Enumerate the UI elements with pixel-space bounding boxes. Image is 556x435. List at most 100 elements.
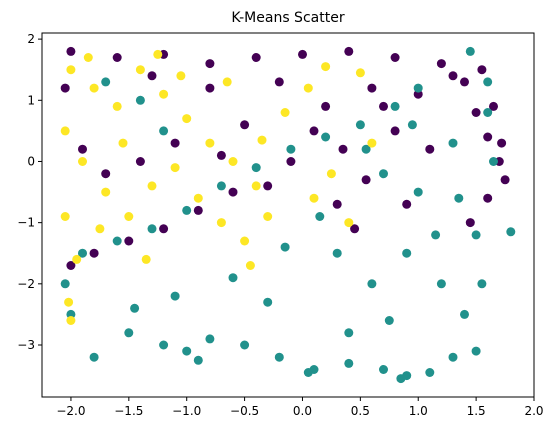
data-point-cluster-0-9 <box>460 77 469 87</box>
data-point-cluster-0-8 <box>436 59 446 69</box>
data-point-cluster-1-49 <box>303 368 313 377</box>
data-point-cluster-1-54 <box>315 212 325 221</box>
chart-title: K-Means Scatter <box>231 10 344 26</box>
data-point-cluster-0-28 <box>78 144 87 154</box>
data-point-cluster-0-42 <box>240 120 250 130</box>
data-point-cluster-0-22 <box>228 187 238 197</box>
data-point-cluster-1-57 <box>407 120 417 130</box>
data-point-cluster-2-14 <box>147 181 157 191</box>
data-point-cluster-0-34 <box>338 144 348 154</box>
data-point-cluster-1-38 <box>436 279 446 289</box>
data-point-cluster-1-26 <box>216 181 226 191</box>
x-tick-label: −1.0 <box>172 404 201 418</box>
data-points <box>60 46 516 384</box>
data-point-cluster-0-24 <box>159 224 169 234</box>
data-point-cluster-0-46 <box>448 71 458 81</box>
data-point-cluster-0-47 <box>477 65 487 75</box>
data-point-cluster-1-35 <box>332 248 342 258</box>
y-tick-label: 0 <box>27 154 35 168</box>
data-point-cluster-0-18 <box>274 77 284 87</box>
data-point-cluster-2-9 <box>263 212 273 221</box>
data-point-cluster-1-48 <box>193 355 203 365</box>
data-point-cluster-2-37 <box>141 254 151 264</box>
data-point-cluster-2-34 <box>176 71 186 81</box>
data-point-cluster-2-39 <box>303 83 313 93</box>
data-point-cluster-2-1 <box>89 83 99 93</box>
y-tick-label: −2 <box>17 277 35 291</box>
data-point-cluster-1-18 <box>483 77 493 87</box>
y-tick-label: 2 <box>27 32 35 46</box>
data-point-cluster-1-39 <box>460 309 469 319</box>
data-point-cluster-1-25 <box>251 163 261 173</box>
data-point-cluster-2-3 <box>135 65 145 75</box>
data-point-cluster-2-0 <box>66 65 76 75</box>
data-point-cluster-0-11 <box>483 132 493 142</box>
data-point-cluster-2-29 <box>222 77 232 87</box>
data-point-cluster-1-59 <box>384 316 394 325</box>
data-point-cluster-1-3 <box>159 340 169 350</box>
data-point-cluster-0-3 <box>205 59 215 69</box>
data-point-cluster-2-18 <box>240 236 250 246</box>
data-point-cluster-0-16 <box>367 83 377 93</box>
data-point-cluster-0-31 <box>135 157 145 166</box>
data-point-cluster-2-4 <box>159 89 169 99</box>
data-point-cluster-0-14 <box>483 193 493 203</box>
data-point-cluster-0-48 <box>489 101 498 111</box>
data-point-cluster-2-31 <box>309 193 319 203</box>
data-point-cluster-2-32 <box>64 297 74 307</box>
data-point-cluster-1-41 <box>379 169 388 179</box>
x-tick-label: 0.0 <box>293 404 312 418</box>
y-tick-label: 1 <box>27 93 35 107</box>
data-point-cluster-1-27 <box>182 205 192 215</box>
data-point-cluster-1-12 <box>425 368 435 377</box>
data-point-cluster-0-49 <box>497 138 507 148</box>
data-point-cluster-2-27 <box>83 53 93 62</box>
data-point-cluster-0-44 <box>147 71 157 81</box>
data-point-cluster-2-24 <box>367 138 377 148</box>
data-point-cluster-0-4 <box>251 53 261 62</box>
x-tick-label: 1.5 <box>467 404 486 418</box>
x-tick-label: 1.0 <box>409 404 428 418</box>
data-point-cluster-2-21 <box>66 316 76 325</box>
data-point-cluster-2-26 <box>344 218 354 228</box>
data-point-cluster-0-10 <box>471 108 481 117</box>
data-point-cluster-1-53 <box>454 193 464 203</box>
data-point-cluster-2-16 <box>193 193 203 203</box>
data-point-cluster-1-16 <box>489 157 498 166</box>
data-point-cluster-1-1 <box>89 352 99 362</box>
data-point-cluster-0-39 <box>350 224 360 234</box>
data-point-cluster-1-40 <box>413 187 423 197</box>
data-point-cluster-1-2 <box>124 328 134 338</box>
data-point-cluster-1-22 <box>355 120 365 130</box>
data-point-cluster-0-40 <box>425 144 435 154</box>
data-point-cluster-0-6 <box>344 46 354 56</box>
data-point-cluster-0-1 <box>112 53 122 62</box>
x-axis: −2.0 −1.5 −1.0 −0.5 0.0 0.5 1.0 1.5 2.0 <box>56 397 544 418</box>
y-tick-label: −3 <box>17 338 35 352</box>
data-point-cluster-2-25 <box>326 169 336 179</box>
data-point-cluster-1-15 <box>506 227 516 237</box>
y-axis: −3 −2 −1 0 1 2 <box>17 32 42 352</box>
data-point-cluster-1-29 <box>112 236 122 246</box>
data-point-cluster-2-20 <box>72 254 82 264</box>
data-point-cluster-0-20 <box>286 157 296 166</box>
data-point-cluster-2-6 <box>205 138 215 148</box>
data-point-cluster-1-55 <box>280 242 290 252</box>
data-point-cluster-1-30 <box>78 248 87 258</box>
data-point-cluster-0-19 <box>309 126 319 136</box>
data-point-cluster-1-5 <box>205 334 215 344</box>
data-point-cluster-1-58 <box>431 230 441 240</box>
data-point-cluster-1-19 <box>465 46 475 56</box>
data-point-cluster-2-22 <box>321 62 331 72</box>
data-point-cluster-1-24 <box>286 144 296 154</box>
data-point-cluster-0-5 <box>298 49 307 59</box>
data-point-cluster-0-7 <box>390 53 400 62</box>
data-point-cluster-2-12 <box>101 187 111 197</box>
plot-frame <box>41 32 535 398</box>
data-point-cluster-0-35 <box>361 175 371 185</box>
data-point-cluster-2-2 <box>112 101 122 111</box>
x-tick-label: −2.0 <box>56 404 85 418</box>
data-point-cluster-1-20 <box>413 83 423 93</box>
data-point-cluster-2-5 <box>182 114 192 124</box>
data-point-cluster-2-7 <box>228 157 238 166</box>
